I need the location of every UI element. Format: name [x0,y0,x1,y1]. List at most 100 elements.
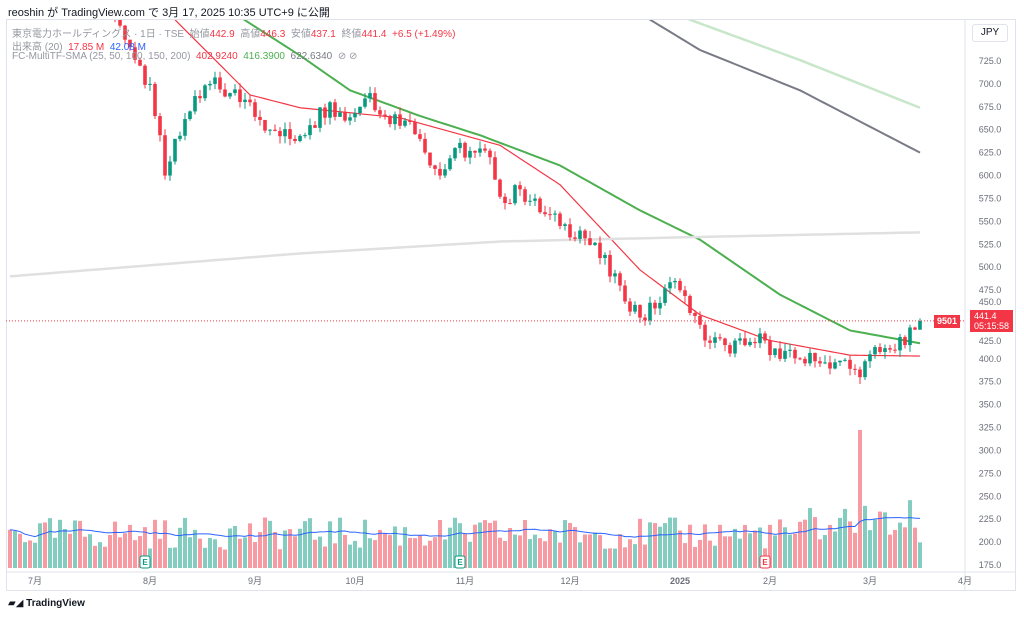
volume-bar [48,518,52,568]
volume-bar [868,530,872,568]
volume-bar [588,534,592,568]
volume-bar [753,530,757,568]
candle-body [538,198,542,213]
volume-bar [658,526,662,568]
volume-bar [133,540,137,568]
volume-bar [638,518,642,568]
volume-bar [623,547,627,568]
candle-body [483,148,487,151]
candle-body [238,89,242,103]
volume-bar [223,549,227,568]
volume-bar [78,520,82,568]
volume-bar [478,522,482,568]
volume-bar [73,520,77,568]
candle-body [163,135,167,176]
candle-body [528,200,532,202]
candle-body [333,102,337,117]
volume-bar [553,531,557,568]
volume-bar [178,527,182,568]
volume-bar [483,520,487,568]
candle-body [113,11,117,19]
currency-button[interactable]: JPY [972,24,1008,42]
volume-bar [128,524,132,568]
volume-bar [153,519,157,568]
volume-bar [533,534,537,568]
candle-body [733,340,737,354]
candle-body [228,93,232,97]
volume-bar [523,520,527,568]
candle-body [178,135,182,139]
earnings-marker [454,555,466,569]
candle-body [723,338,727,346]
candle-body [423,138,427,153]
volume-bar [463,533,467,568]
volume-value: 17.85 M [68,42,105,53]
last-price-tag: 441.4 05:15:58 [970,310,1014,332]
volume-bar [528,539,532,568]
volume-bar [383,533,387,568]
change-value: +6.5 (+1.49%) [392,29,456,40]
candle-body [118,20,122,26]
volume-bar [598,535,602,568]
candle-body [558,213,562,226]
sma200-value: 622.6340 [290,51,333,62]
volume-bar [683,543,687,568]
candle-body [298,135,302,142]
candle-body [788,349,792,351]
candle-body [268,129,272,131]
price-tick-label: 550.0 [979,216,1002,226]
sma-line-sma50 [242,20,921,345]
volume-bar [838,517,842,568]
candle-body [373,93,377,111]
candle-body [403,120,407,126]
volume-bar [333,543,337,568]
legend-sma: FC-MultiTF-SMA (25, 50, 100, 150, 200) 4… [12,51,357,62]
volume-bar [908,500,912,568]
candle-body [338,112,342,117]
candle-body [448,158,452,170]
price-tick-label: 600.0 [979,171,1002,181]
candle-body [383,114,387,116]
bar-countdown: 05:15:58 [974,321,1010,331]
volume-bar [813,517,817,568]
price-tick-label: 250.0 [979,491,1002,501]
volume-bar [508,527,512,568]
volume-bar [843,508,847,568]
volume-bar [818,539,822,568]
candle-body [438,168,442,176]
candle-body [153,83,157,117]
volume-bar [18,533,22,568]
candle-body [183,119,187,136]
volume-bar [608,548,612,568]
candle-body [763,333,767,341]
volume-bar [663,523,667,568]
candle-body [493,157,497,180]
price-tick-label: 225.0 [979,514,1002,524]
candle-body [898,337,902,351]
candle-body [613,273,617,277]
volume-bar [518,535,522,568]
candle-body [378,110,382,115]
volume-bar [218,547,222,568]
volume-bar [718,524,722,568]
price-tick-label: 350.0 [979,400,1002,410]
volume-bar [883,512,887,568]
candle-body [168,161,172,176]
volume-bar [633,544,637,568]
volume-bar [748,533,752,568]
candle-body [408,120,412,122]
candle-body [643,317,647,321]
volume-bar [468,541,472,568]
volume-bar [398,545,402,568]
volume-bar [193,529,197,568]
volume-bar [828,524,832,568]
legend-ohlc: 東京電力ホールディングス · 1日 · TSE 始値442.9 高値446.3 … [12,25,455,40]
volume-bar [308,518,312,568]
candle-body [203,85,207,99]
price-tick-label: 400.0 [979,354,1002,364]
volume-bar [118,537,122,568]
candle-body [873,347,877,355]
price-tick-label: 450.0 [979,297,1002,307]
volume-bar [268,520,272,568]
